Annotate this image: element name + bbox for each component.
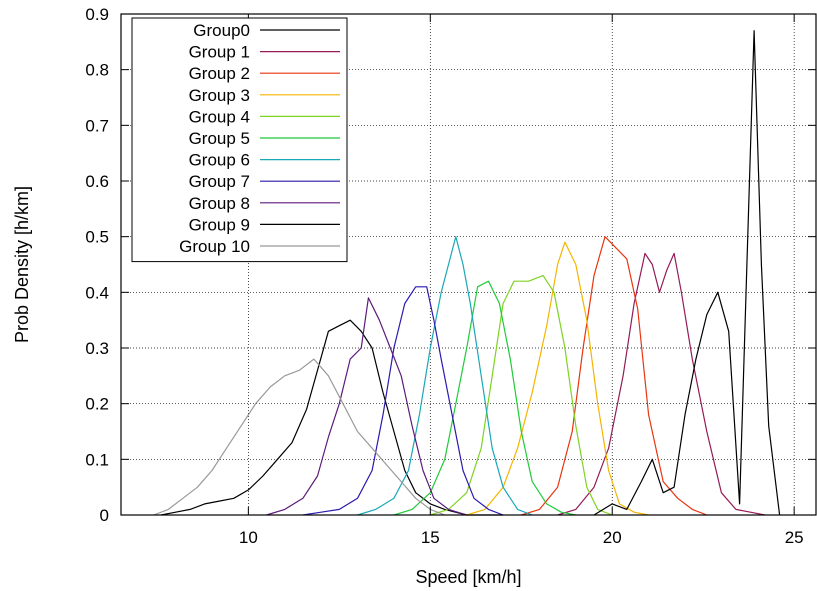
y-tick-label: 0.3 [85, 339, 109, 358]
y-tick-label: 0 [100, 506, 109, 525]
series-line-4 [430, 275, 613, 516]
legend-label: Group 10 [179, 237, 250, 256]
y-tick-label: 0.7 [85, 116, 109, 135]
series-lines [153, 30, 781, 516]
series-line-5 [393, 280, 576, 516]
legend-label: Group 8 [189, 194, 250, 213]
x-tick-label: 15 [421, 528, 440, 547]
series-line-8 [266, 297, 467, 516]
legend-label: Group 6 [189, 151, 250, 170]
series-line-0 [160, 319, 504, 516]
legend-box [131, 17, 348, 263]
legend-label: Group0 [193, 21, 250, 40]
legend-label: Group 1 [189, 43, 250, 62]
legend-label: Group 4 [189, 107, 250, 126]
series-line-3 [466, 241, 649, 516]
x-tick-label: 20 [603, 528, 622, 547]
y-tick-label: 0.2 [85, 395, 109, 414]
y-tick-label: 0.1 [85, 450, 109, 469]
legend-label: Group 7 [189, 172, 250, 191]
legend-label: Group 5 [189, 129, 250, 148]
series-line-9 [593, 30, 781, 516]
y-tick-label: 0.8 [85, 61, 109, 80]
y-tick-label: 0.4 [85, 283, 109, 302]
series-line-2 [521, 236, 708, 516]
legend: Group0 Group 1 Group 2 Group 3 Group 4 Group … [131, 17, 348, 263]
x-tick-label: 10 [239, 528, 258, 547]
series-line-6 [357, 236, 533, 516]
y-tick-label: 0.9 [85, 5, 109, 24]
y-tick-label: 0.5 [85, 228, 109, 247]
y-axis-label: Prob Density [h/km] [12, 186, 32, 343]
plot-frame [120, 13, 817, 516]
axis-ticks: 0 0.1 0.2 0.3 0.4 0.5 0.6 0.7 0.8 0.9 10 15 20 25 [85, 5, 816, 547]
legend-label: Group 3 [189, 86, 250, 105]
legend-label: Group 2 [189, 64, 250, 83]
series-line-10 [153, 358, 446, 516]
x-axis-label: Speed [km/h] [415, 567, 521, 587]
x-tick-label: 25 [785, 528, 804, 547]
series-line-7 [302, 286, 504, 516]
legend-label: Group 9 [189, 215, 250, 234]
y-tick-label: 0.6 [85, 172, 109, 191]
